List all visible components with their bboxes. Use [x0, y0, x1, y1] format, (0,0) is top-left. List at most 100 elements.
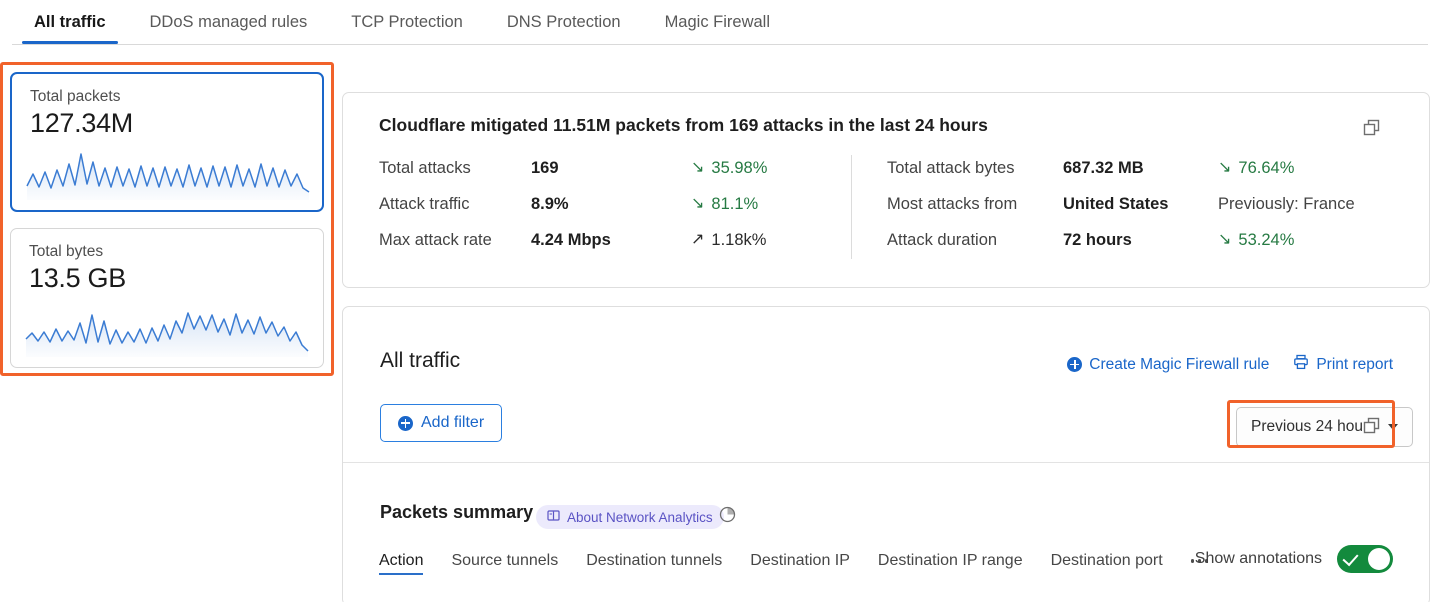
section-title: All traffic [380, 349, 461, 372]
plus-circle-icon [398, 415, 413, 431]
arrow-down-icon: ↘ [1218, 231, 1232, 248]
packets-summary-subtabs: Action Source tunnels Destination tunnel… [379, 547, 1209, 575]
stat-value: 169 [531, 158, 559, 177]
printer-icon [1293, 354, 1309, 375]
metric-card-value: 13.5 GB [29, 263, 126, 293]
stat-value: 687.32 MB [1063, 158, 1144, 177]
link-label: Create Magic Firewall rule [1089, 355, 1270, 373]
stat-value: United States [1063, 194, 1169, 213]
chevron-down-icon [1387, 424, 1398, 430]
panel-action-links: Create Magic Firewall rule Print report [1067, 354, 1393, 375]
stat-delta: ↘ 35.98% [691, 159, 767, 178]
stat-delta: ↘ 81.1% [691, 195, 758, 214]
stat-name: Total attack bytes [887, 158, 1015, 177]
show-annotations-label: Show annotations [1194, 550, 1322, 567]
stat-delta-value: Previously: France [1218, 194, 1355, 213]
copy-icon[interactable] [1361, 415, 1383, 442]
subtab-destination-ip-range[interactable]: Destination IP range [864, 547, 1037, 575]
print-report-link[interactable]: Print report [1293, 354, 1393, 375]
stat-value: 4.24 Mbps [531, 230, 611, 249]
badge-label: About Network Analytics [567, 509, 713, 525]
stat-name: Total attacks [379, 158, 471, 177]
tab-label: Magic Firewall [664, 12, 770, 31]
metric-card-label: Total bytes [29, 243, 104, 260]
arrow-down-icon: ↘ [1218, 159, 1232, 176]
stat-row: Most attacks from United States Previous… [887, 186, 1355, 222]
metric-card-value: 127.34M [30, 108, 133, 138]
tab-label: All traffic [34, 12, 106, 31]
subtab-destination-port[interactable]: Destination port [1037, 547, 1177, 575]
tab-ddos-managed-rules[interactable]: DDoS managed rules [128, 0, 330, 44]
pie-chart-icon[interactable] [718, 505, 737, 529]
stat-delta-value: 53.24% [1238, 230, 1295, 249]
attack-summary-panel: Cloudflare mitigated 11.51M packets from… [342, 92, 1430, 288]
subtab-destination-tunnels[interactable]: Destination tunnels [572, 547, 736, 575]
stat-value: 72 hours [1063, 230, 1132, 249]
arrow-down-icon: ↘ [691, 159, 705, 176]
subtab-label: Action [379, 552, 424, 569]
tab-label: TCP Protection [351, 12, 463, 31]
stats-vertical-divider [851, 155, 852, 259]
stat-delta-value: 1.18k% [711, 230, 767, 249]
toggle-knob [1368, 548, 1390, 570]
book-icon [547, 509, 560, 525]
all-traffic-panel: All traffic Create Magic Firewall rule P… [342, 306, 1430, 602]
stat-value: 8.9% [531, 194, 569, 213]
metric-card-total-bytes[interactable]: Total bytes 13.5 GB [10, 228, 324, 368]
sparkline-total-bytes [25, 312, 309, 357]
subtab-label: Destination IP [750, 552, 850, 569]
summary-stats-right: Total attack bytes 687.32 MB ↘ 76.64% Mo… [887, 150, 1355, 258]
stat-row: Attack duration 72 hours ↘ 53.24% [887, 222, 1355, 258]
subtab-label: Source tunnels [451, 552, 559, 569]
stat-name: Most attacks from [887, 194, 1018, 213]
stat-row: Max attack rate 4.24 Mbps ↗ 1.18k% [379, 222, 767, 258]
time-range-dropdown[interactable]: Previous 24 hours [1236, 407, 1413, 447]
stat-row: Total attacks 169 ↘ 35.98% [379, 150, 767, 186]
tab-magic-firewall[interactable]: Magic Firewall [643, 0, 792, 44]
subtab-label: Destination tunnels [586, 552, 723, 569]
stat-delta: ↗ 1.18k% [691, 231, 766, 250]
stat-name: Max attack rate [379, 230, 492, 249]
plus-circle-icon [1067, 357, 1083, 372]
stat-delta: ↘ 53.24% [1218, 231, 1294, 250]
subtab-source-tunnels[interactable]: Source tunnels [437, 547, 572, 575]
stat-delta: Previously: France [1218, 195, 1355, 214]
stat-name: Attack traffic [379, 194, 470, 213]
tab-all-traffic[interactable]: All traffic [12, 0, 128, 44]
show-annotations-toggle[interactable] [1337, 545, 1393, 573]
tab-label: DDoS managed rules [149, 12, 308, 31]
subtab-label: Destination IP range [877, 552, 1023, 569]
check-icon [1342, 549, 1359, 567]
more-subtabs-icon[interactable] [1177, 559, 1209, 563]
link-label: Print report [1316, 355, 1393, 373]
packets-summary-title: Packets summary [380, 502, 534, 522]
tab-tcp-protection[interactable]: TCP Protection [329, 0, 485, 44]
add-filter-button[interactable]: Add filter [380, 404, 503, 442]
tab-label: DNS Protection [506, 12, 621, 31]
stat-delta-value: 81.1% [711, 194, 759, 213]
tab-dns-protection[interactable]: DNS Protection [485, 0, 643, 44]
stat-delta: ↘ 76.64% [1218, 159, 1294, 178]
subtab-destination-ip[interactable]: Destination IP [736, 547, 864, 575]
summary-headline: Cloudflare mitigated 11.51M packets from… [379, 115, 988, 135]
stat-row: Total attack bytes 687.32 MB ↘ 76.64% [887, 150, 1355, 186]
panel-section-divider [343, 462, 1429, 463]
stat-name: Attack duration [887, 230, 998, 249]
stat-delta-value: 35.98% [711, 158, 768, 177]
subtab-label: Destination port [1050, 552, 1163, 569]
sparkline-total-packets [26, 153, 310, 200]
metric-card-label: Total packets [30, 88, 121, 105]
create-magic-firewall-rule-link[interactable]: Create Magic Firewall rule [1067, 356, 1269, 374]
subtab-action[interactable]: Action [379, 547, 437, 575]
primary-tabbar: All traffic DDoS managed rules TCP Prote… [0, 0, 1440, 46]
arrow-down-icon: ↘ [691, 195, 705, 212]
copy-icon[interactable] [1361, 117, 1383, 144]
arrow-up-icon: ↗ [691, 231, 705, 248]
metric-card-total-packets[interactable]: Total packets 127.34M [10, 72, 324, 212]
stat-delta-value: 76.64% [1238, 158, 1295, 177]
about-network-analytics-badge[interactable]: About Network Analytics [536, 505, 724, 529]
time-range-label: Previous 24 hours [1251, 418, 1376, 435]
stat-row: Attack traffic 8.9% ↘ 81.1% [379, 186, 767, 222]
show-annotations-control: Show annotations [1195, 545, 1393, 573]
